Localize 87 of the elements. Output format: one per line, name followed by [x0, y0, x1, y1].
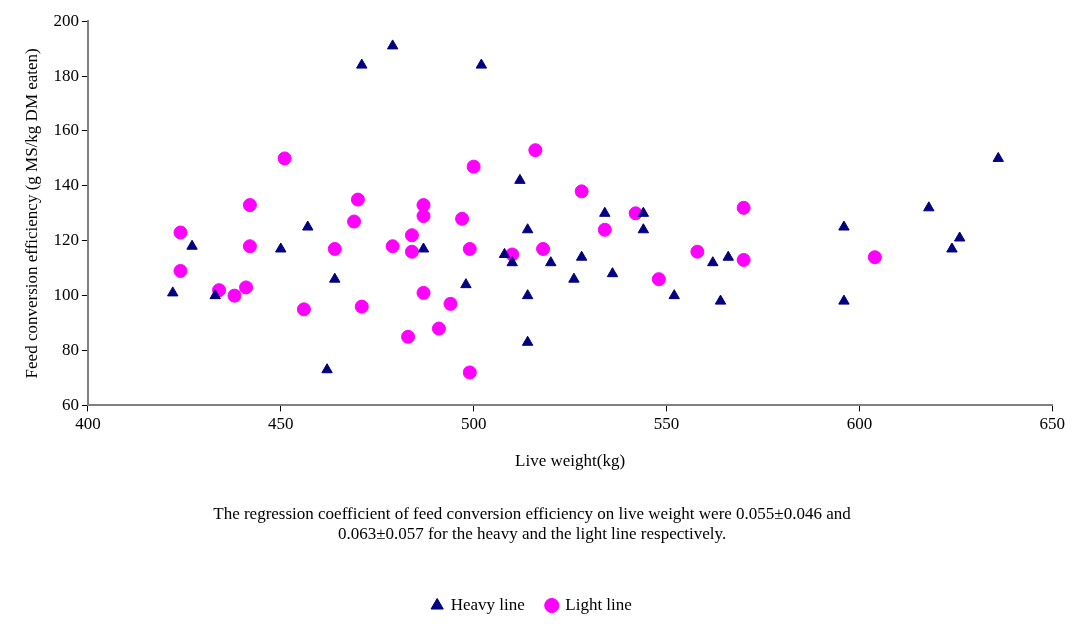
point	[545, 256, 557, 267]
y-tick-label: 160	[53, 120, 79, 140]
point	[302, 220, 314, 231]
point	[327, 241, 342, 256]
x-tick-label: 550	[653, 414, 680, 434]
point	[329, 272, 341, 283]
y-tick-label: 140	[53, 175, 79, 195]
x-tick-label: 650	[1039, 414, 1065, 434]
point	[575, 250, 588, 261]
y-tick-label: 200	[53, 10, 79, 30]
point	[431, 321, 446, 336]
point	[536, 241, 551, 256]
point	[404, 244, 419, 259]
point	[838, 294, 850, 305]
point	[354, 299, 369, 314]
point	[386, 39, 399, 50]
point	[462, 365, 477, 380]
point	[599, 206, 611, 217]
text: The regression coefficient of feed conversion efficiency on live weight were 0.055±0.046 and 0.063±0.057 for the heavy and the light line respectively.	[213, 503, 852, 544]
point	[606, 267, 619, 278]
point	[498, 247, 511, 258]
point	[521, 289, 534, 300]
point	[690, 244, 705, 259]
point	[173, 225, 188, 240]
point	[209, 289, 221, 300]
y-axis-title: Feed conversion efficiency (g MS/kg DM eaten)	[21, 48, 41, 379]
point	[173, 263, 188, 278]
point	[506, 256, 518, 267]
point	[521, 335, 534, 346]
point	[528, 143, 543, 158]
point	[946, 242, 958, 253]
point	[953, 231, 966, 242]
x-tick-label: 450	[268, 414, 294, 434]
point	[466, 159, 481, 174]
point	[321, 363, 333, 374]
point	[275, 242, 287, 253]
point	[475, 58, 488, 69]
point	[443, 296, 458, 311]
point	[385, 239, 400, 254]
point	[992, 151, 1004, 162]
point	[417, 242, 430, 253]
point	[514, 173, 526, 184]
point	[923, 201, 935, 212]
point	[736, 252, 751, 267]
point	[455, 211, 470, 226]
point	[401, 329, 416, 344]
y-tick-label: 80	[61, 339, 79, 359]
point	[227, 288, 242, 303]
point	[736, 200, 751, 215]
point	[416, 285, 431, 300]
point	[350, 192, 365, 207]
y-tick-label: 120	[53, 230, 79, 250]
y-tick-label: 180	[53, 65, 79, 85]
x-tick-label: 400	[75, 414, 101, 434]
point	[404, 228, 419, 243]
point	[356, 58, 368, 69]
x-axis-title: Live weight(kg)	[515, 451, 626, 471]
point	[722, 250, 734, 261]
x-tick-label: 600	[846, 414, 873, 434]
x-tick-label: 500	[460, 414, 487, 434]
point	[460, 278, 472, 289]
point	[462, 241, 477, 256]
point	[167, 286, 179, 297]
point	[242, 198, 257, 213]
point	[416, 209, 431, 224]
point	[838, 220, 850, 231]
point	[277, 151, 292, 166]
point	[668, 289, 680, 300]
legend-label: Light line	[565, 594, 632, 614]
point	[867, 250, 882, 265]
legend-label: Heavy line	[450, 594, 525, 614]
point	[707, 256, 719, 267]
point	[714, 294, 727, 305]
point	[568, 272, 580, 283]
point	[637, 206, 650, 217]
y-tick-label: 100	[53, 285, 79, 305]
point	[574, 184, 589, 199]
point	[296, 302, 311, 317]
point	[597, 222, 612, 237]
point	[347, 214, 362, 229]
point	[651, 272, 666, 287]
point	[186, 239, 198, 250]
point	[637, 223, 650, 234]
point	[242, 239, 257, 254]
point	[239, 280, 254, 295]
y-tick-label: 60	[61, 394, 79, 414]
point	[521, 223, 534, 234]
